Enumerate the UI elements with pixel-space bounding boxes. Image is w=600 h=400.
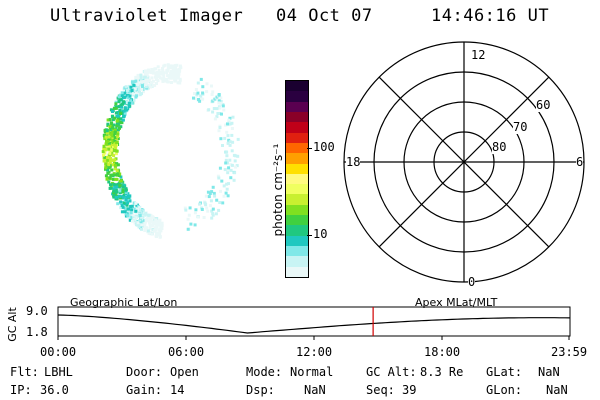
gain-label: Gain:: [126, 383, 163, 397]
colorbar-segment: [286, 122, 308, 133]
colorbar-segment: [286, 132, 308, 143]
altitude-timeline: [57, 306, 571, 340]
mlt-label-12: 12: [470, 48, 487, 62]
gain-value: 14: [170, 383, 185, 397]
lat-label-80: 80: [492, 140, 507, 154]
colorbar-segment: [286, 194, 308, 205]
glat-label: GLat:: [486, 365, 523, 379]
colorbar-segment: [286, 225, 308, 236]
polar-grid: [343, 41, 585, 283]
colorbar-segment: [286, 256, 308, 267]
colorbar-segment: [286, 163, 308, 174]
dsp-label: Dsp:: [246, 383, 275, 397]
mlt-label-0: 0: [468, 275, 476, 289]
x-tick-0600: 06:00: [168, 345, 205, 359]
instrument-title: Ultraviolet Imager: [50, 6, 244, 26]
colorbar-tick-10: 10: [313, 227, 328, 241]
colorbar-tickmark: [307, 148, 312, 149]
ip-value: 36.0: [40, 383, 69, 397]
colorbar-segment: [286, 184, 308, 195]
date-label: 04 Oct 07: [276, 6, 373, 26]
mode-label: Mode:: [246, 365, 283, 379]
mode-value: Normal: [290, 365, 334, 379]
colorbar-segment: [286, 266, 308, 277]
x-tick-1200: 12:00: [296, 345, 333, 359]
glon-label: GLon:: [486, 383, 523, 397]
gc-alt-axis-label: GC Alt: [5, 307, 19, 342]
y-tick-9: 9.0: [26, 304, 48, 318]
time-label: 14:46:16 UT: [431, 6, 550, 26]
door-label: Door:: [126, 365, 163, 379]
colorbar-tick-100: 100: [313, 140, 335, 154]
x-tick-2359: 23:59: [551, 345, 588, 359]
filter-label: Flt:: [10, 365, 39, 379]
glon-value: NaN: [546, 383, 568, 397]
filter-value: LBHL: [44, 365, 73, 379]
colorbar-segment: [286, 81, 308, 92]
colorbar-segment: [286, 173, 308, 185]
gc-alt-value: 8.3 Re: [420, 365, 464, 379]
colorbar-segment: [286, 215, 308, 226]
apex-mlat-mlt-title: Apex MLat/MLT: [415, 296, 498, 309]
colorbar-segment: [286, 235, 308, 246]
ip-label: IP:: [10, 383, 32, 397]
seq-label: Seq:: [366, 383, 395, 397]
colorbar-segment: [286, 101, 308, 112]
colorbar-segment: [286, 204, 308, 216]
colorbar-unit-label: photon cm⁻²s⁻¹: [271, 143, 285, 237]
lat-label-60: 60: [536, 98, 551, 112]
lat-label-70: 70: [513, 120, 528, 134]
colorbar-segment: [286, 142, 308, 154]
y-tick-1-8: 1.8: [26, 325, 48, 339]
colorbar-segment: [286, 111, 308, 123]
x-tick-1800: 18:00: [424, 345, 461, 359]
dsp-value: NaN: [304, 383, 326, 397]
colorbar-segment: [286, 246, 308, 257]
mlt-label-6: 6: [576, 155, 584, 169]
colorbar-segment: [286, 153, 308, 164]
door-value: Open: [170, 365, 199, 379]
auroral-image: [101, 63, 240, 239]
colorbar-tickmark: [307, 235, 312, 236]
colorbar-segment: [286, 91, 308, 102]
x-tick-0000: 00:00: [40, 345, 77, 359]
gc-alt-label: GC Alt:: [366, 365, 417, 379]
colorbar: [285, 80, 309, 278]
mlt-label-18: 18: [346, 155, 361, 169]
geo-latlon-title: Geographic Lat/Lon: [70, 296, 178, 309]
glat-value: NaN: [538, 365, 560, 379]
seq-value: 39: [402, 383, 417, 397]
